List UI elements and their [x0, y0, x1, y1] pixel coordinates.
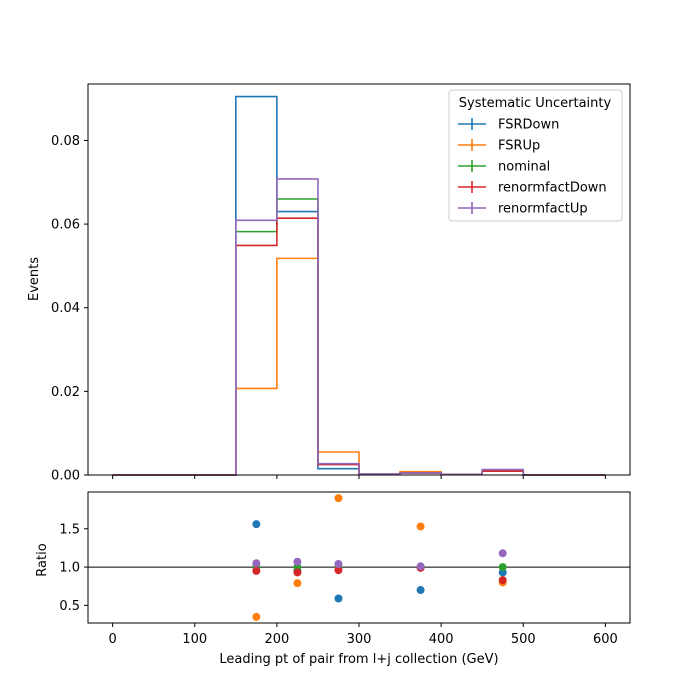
ratio-point-renormfactUp — [252, 559, 261, 568]
bottom-y-tick-label: 1.5 — [59, 522, 80, 537]
legend-item-FSRUp: FSRUp — [458, 139, 540, 154]
ratio-point-FSRUp — [334, 494, 343, 503]
bottom-x-tick-label: 300 — [347, 632, 372, 647]
legend-item-nominal: nominal — [458, 160, 550, 175]
legend-label: FSRDown — [498, 118, 559, 133]
top-series-group — [112, 95, 606, 476]
bottom-x-tick-label: 100 — [182, 632, 207, 647]
top-y-tick-label: 0.06 — [51, 218, 80, 233]
ratio-point-renormfactDown — [334, 566, 343, 575]
legend: Systematic Uncertainty FSRDown FSRUp nomin… — [448, 89, 623, 222]
top-y-tick-label: 0.04 — [51, 301, 80, 316]
legend-item-renormfactUp: renormfactUp — [458, 202, 588, 217]
legend-item-FSRDown: FSRDown — [458, 118, 559, 133]
bottom-panel: 0 100 200 300 400 500 600 0.5 1.0 1.5 Ratio Lead… — [35, 491, 631, 667]
legend-title: Systematic Uncertainty — [459, 96, 612, 111]
bottom-y-axis-label: Ratio — [35, 543, 50, 576]
legend-label: FSRUp — [498, 139, 540, 154]
top-y-axis-label: Events — [27, 257, 42, 301]
legend-label: renormfactDown — [498, 181, 607, 196]
ratio-point-renormfactDown — [293, 568, 302, 577]
bottom-x-tick-label: 600 — [593, 632, 618, 647]
ratio-point-FSRUp — [252, 612, 261, 621]
ratio-point-FSRUp — [416, 522, 425, 531]
ratio-point-FSRDown — [416, 586, 425, 595]
ratio-point-renormfactUp — [334, 560, 343, 569]
legend-item-renormfactDown: renormfactDown — [458, 181, 607, 196]
top-y-tick-label: 0.00 — [51, 469, 80, 484]
x-axis-label: Leading pt of pair from l+j collection (… — [219, 652, 498, 667]
bottom-y-ticks: 0.5 1.0 1.5 — [59, 522, 88, 614]
bottom-y-tick-label: 0.5 — [59, 599, 80, 614]
ratio-point-nominal — [498, 563, 507, 572]
top-y-tick-label: 0.08 — [51, 134, 80, 149]
bottom-x-tick-label: 400 — [429, 632, 454, 647]
ratio-point-FSRUp — [293, 579, 302, 588]
bottom-x-tick-label: 0 — [108, 632, 116, 647]
bottom-x-tick-label: 200 — [264, 632, 289, 647]
ratio-point-renormfactDown — [498, 576, 507, 585]
top-x-ticks — [112, 475, 606, 479]
bottom-plot-frame — [88, 492, 630, 623]
ratio-point-renormfactUp — [416, 562, 425, 571]
legend-label: renormfactUp — [498, 202, 588, 217]
bottom-y-tick-label: 1.0 — [59, 561, 80, 576]
top-y-tick-label: 0.02 — [51, 385, 80, 400]
ratio-points-group — [252, 494, 507, 621]
legend-label: nominal — [498, 160, 550, 175]
ratio-point-FSRDown — [252, 520, 261, 529]
ratio-point-FSRDown — [334, 594, 343, 603]
legend-items: FSRDown FSRUp nominal renormfactDown renormf… — [458, 118, 607, 217]
ratio-point-renormfactUp — [498, 549, 507, 558]
ratio-point-renormfactUp — [293, 557, 302, 566]
ratio-point-renormfactDown — [252, 566, 261, 575]
bottom-x-tick-label: 500 — [511, 632, 536, 647]
histogram-series-renormfactUp — [112, 178, 606, 476]
top-y-ticks: 0.00 0.02 0.04 0.06 0.08 — [51, 134, 88, 484]
bottom-x-ticks: 0 100 200 300 400 500 600 — [108, 623, 618, 647]
legend-box — [448, 89, 623, 222]
